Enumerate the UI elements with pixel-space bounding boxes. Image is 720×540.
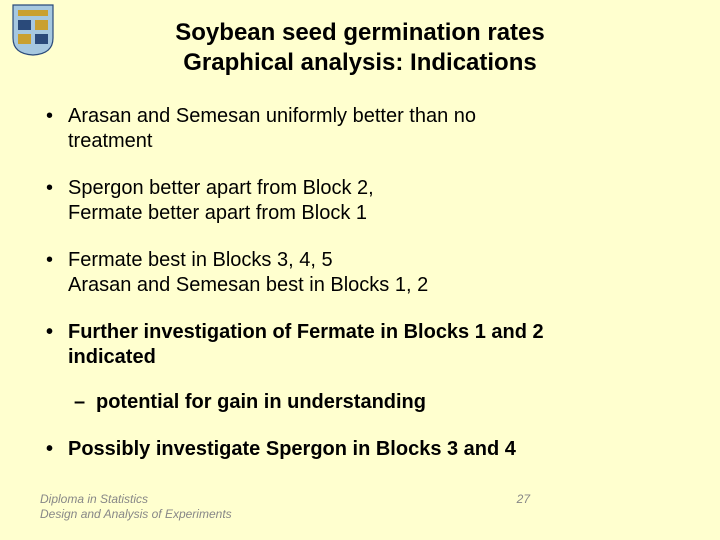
bullet-list: Arasan and Semesan uniformly better than… (40, 104, 680, 462)
footer-line-1: Diploma in Statistics (40, 492, 148, 506)
bullet-text: Fermate best in Blocks 3, 4, 5 (68, 249, 333, 271)
bullet-text: indicated (68, 346, 156, 368)
bullet-item: Spergon better apart from Block 2, Fermat… (40, 176, 680, 226)
sub-bullet-item: potential for gain in understanding (68, 390, 680, 415)
bullet-text: Further investigation of Fermate in Bloc… (68, 321, 544, 343)
slide-title: Soybean seed germination rates Graphical… (0, 0, 720, 78)
bullet-item: Fermate best in Blocks 3, 4, 5 Arasan and… (40, 248, 680, 298)
page-number: 27 (517, 492, 530, 506)
slide-body: Arasan and Semesan uniformly better than… (0, 78, 720, 462)
sub-bullet-text: potential for gain in understanding (96, 391, 426, 413)
bullet-item: Further investigation of Fermate in Bloc… (40, 320, 680, 415)
bullet-text: treatment (68, 130, 152, 152)
bullet-text: Spergon better apart from Block 2, (68, 177, 374, 199)
footer-line-2: Design and Analysis of Experiments (40, 507, 232, 521)
bullet-item: Possibly investigate Spergon in Blocks 3… (40, 437, 680, 462)
bullet-item: Arasan and Semesan uniformly better than… (40, 104, 680, 154)
bullet-text: Arasan and Semesan uniformly better than… (68, 105, 476, 127)
bullet-text: Possibly investigate Spergon in Blocks 3… (68, 438, 516, 460)
title-line-2: Graphical analysis: Indications (183, 49, 536, 76)
bullet-text: Fermate better apart from Block 1 (68, 202, 367, 224)
slide-footer: Diploma in Statistics Design and Analysi… (40, 492, 680, 522)
crest-logo (12, 4, 54, 56)
bullet-text: Arasan and Semesan best in Blocks 1, 2 (68, 274, 428, 296)
sub-bullet-list: potential for gain in understanding (68, 390, 680, 415)
title-line-1: Soybean seed germination rates (175, 19, 544, 46)
